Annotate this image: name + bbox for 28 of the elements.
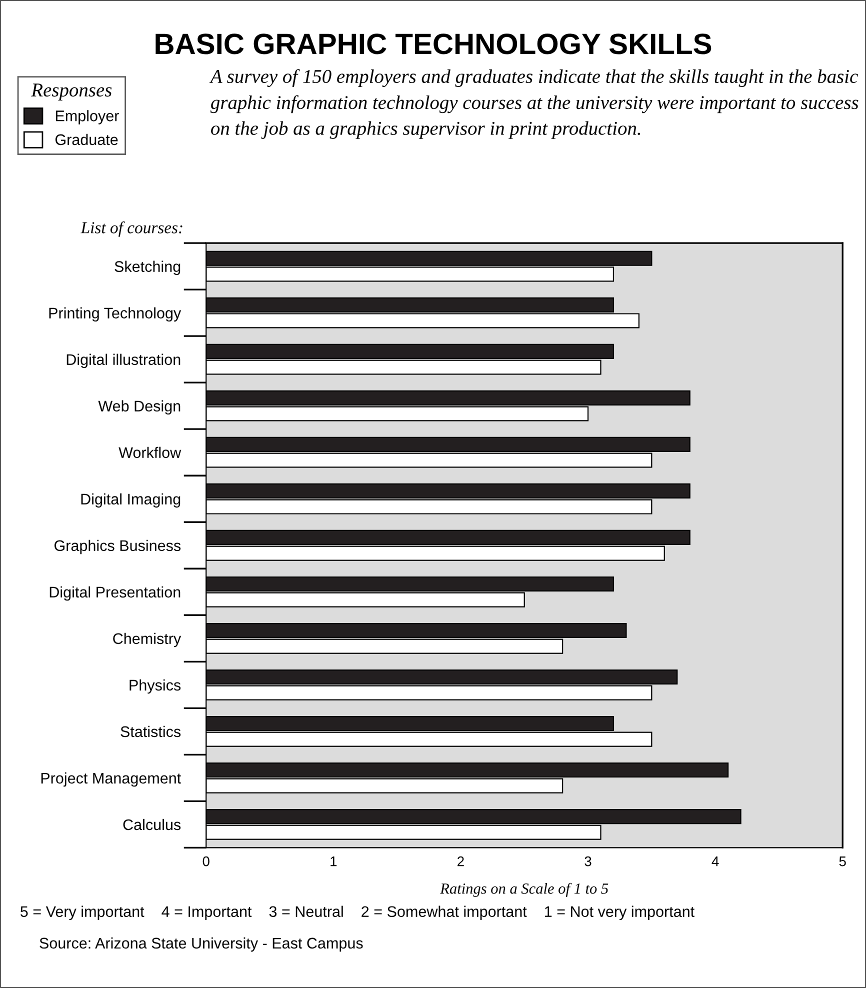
- y-tick-label: Calculus: [123, 818, 181, 830]
- y-tick-label: Digital Presentation: [50, 586, 180, 601]
- source-note: Source: Arizona State University - East Campus: [40, 937, 363, 952]
- y-tick-label: Project Management: [41, 772, 182, 787]
- y-tick-label: Statistics: [120, 726, 181, 738]
- y-tick-label: Physics: [130, 679, 181, 694]
- x-tick-label: 4: [712, 856, 719, 866]
- y-tick-label: Digital illustration: [66, 354, 180, 368]
- chart-subtitle: A survey of 150 employers and graduates indicate that the skills taught in the basic graphic information technology courses at the university were important to success on the job as a graphics supervisor in print production.: [209, 69, 858, 139]
- legend-label: Employer: [56, 110, 119, 124]
- x-axis-title: Ratings on a Scale of 1 to 5: [440, 882, 608, 897]
- y-tick-label: Workflow: [118, 446, 182, 458]
- y-tick-label: Graphics Business: [54, 540, 181, 554]
- x-tick-label: 0: [202, 856, 210, 866]
- chart-title: BASIC GRAPHIC TECHNOLOGY SKILLS: [156, 34, 712, 54]
- x-tick-label: 1: [330, 856, 337, 866]
- x-tick-label: 3: [584, 856, 592, 866]
- legend-title: Responses: [31, 84, 112, 101]
- y-tick-label: Chemistry: [113, 632, 182, 648]
- x-tick-label: 2: [458, 856, 464, 866]
- y-tick-label: Web Design: [98, 400, 180, 415]
- y-axis-title: List of courses:: [80, 221, 182, 237]
- text: 5 = Very important 4 = Important 3 = Neutral 2 = Somewhat important 1 = Not very important: [20, 906, 694, 920]
- y-tick-label: Sketching: [114, 260, 180, 276]
- x-tick-label: 5: [839, 856, 846, 866]
- y-tick-label: Printing Technology: [49, 307, 182, 322]
- legend-label: Graduate: [55, 134, 118, 146]
- y-tick-label: Digital Imaging: [81, 493, 180, 508]
